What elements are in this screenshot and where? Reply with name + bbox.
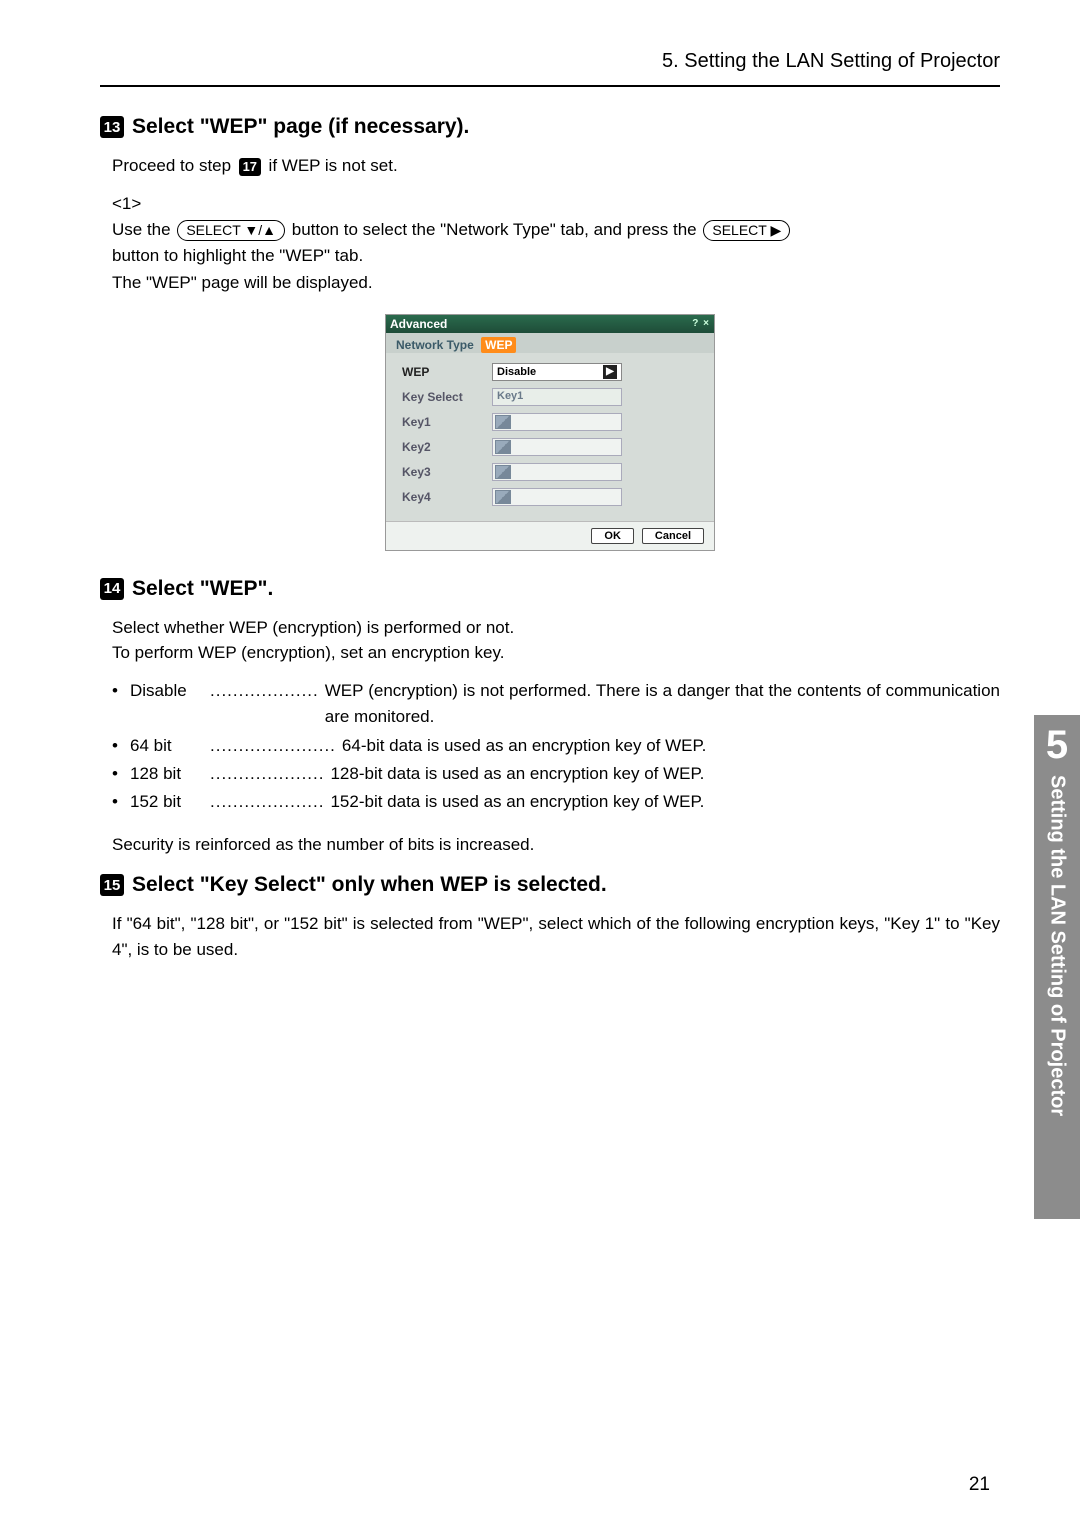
wep-combo[interactable]: Disable ▶ (492, 363, 622, 381)
dialog-window-buttons[interactable]: ? × (692, 318, 710, 329)
key-icon (495, 465, 511, 479)
wep-options-list: • Disable ................... WEP (encry… (112, 678, 1000, 816)
key2-label: Key2 (402, 440, 492, 454)
step-14-title: Select "WEP". (132, 577, 273, 601)
option-128bit: • 128 bit .................... 128-bit d… (112, 761, 1000, 787)
key-icon (495, 490, 511, 504)
combo-arrow-icon[interactable]: ▶ (603, 365, 617, 379)
option-152bit: • 152 bit .................... 152-bit d… (112, 789, 1000, 815)
step-15-title: Select "Key Select" only when WEP is sel… (132, 873, 607, 897)
keyselect-field[interactable]: Key1 (492, 388, 622, 406)
select-updown-button: SELECT ▼/▲ (177, 220, 285, 241)
key1-input[interactable] (492, 413, 622, 431)
key2-input[interactable] (492, 438, 622, 456)
key3-input[interactable] (492, 463, 622, 481)
step-14-badge: 14 (100, 578, 124, 600)
dialog-body: WEP Disable ▶ Key Select Key1 Key1 Key2 (386, 353, 714, 521)
step-15-heading: 15 Select "Key Select" only when WEP is … (100, 873, 1000, 897)
dialog-footer: OK Cancel (386, 521, 714, 550)
key-icon (495, 440, 511, 454)
page-header: 5. Setting the LAN Setting of Projector (100, 50, 1000, 87)
option-disable: • Disable ................... WEP (encry… (112, 678, 1000, 731)
step-15-badge: 15 (100, 874, 124, 896)
tab-network-type[interactable]: Network Type (392, 337, 478, 353)
chapter-title: Setting the LAN Setting of Projector (1046, 775, 1069, 1205)
key1-label: Key1 (402, 415, 492, 429)
tab-wep[interactable]: WEP (481, 337, 516, 353)
wep-label: WEP (402, 365, 492, 379)
key4-label: Key4 (402, 490, 492, 504)
select-right-button: SELECT ▶ (703, 220, 790, 241)
step-15-body: If "64 bit", "128 bit", or "152 bit" is … (112, 911, 1000, 962)
dialog-tabs: Network Type WEP (386, 333, 714, 353)
cancel-button[interactable]: Cancel (642, 528, 704, 544)
step-17-ref-badge: 17 (239, 158, 261, 176)
step-14-body: Select whether WEP (encryption) is perfo… (112, 615, 1000, 666)
dialog-titlebar: Advanced ? × (386, 315, 714, 333)
key-icon (495, 415, 511, 429)
ok-button[interactable]: OK (591, 528, 634, 544)
page-number: 21 (969, 1474, 990, 1496)
step-13-heading: 13 Select "WEP" page (if necessary). (100, 115, 1000, 139)
step-13-line1: Proceed to step 17 if WEP is not set. (112, 153, 1000, 179)
option-64bit: • 64 bit ...................... 64-bit d… (112, 733, 1000, 759)
key3-label: Key3 (402, 465, 492, 479)
step-13-badge: 13 (100, 116, 124, 138)
wep-dialog: Advanced ? × Network Type WEP WEP Disabl… (385, 314, 715, 551)
step-13-title: Select "WEP" page (if necessary). (132, 115, 469, 139)
chapter-number: 5 (1034, 725, 1080, 765)
step-13-sub: <1> Use the SELECT ▼/▲ button to select … (112, 191, 1000, 296)
key4-input[interactable] (492, 488, 622, 506)
keyselect-label: Key Select (402, 390, 492, 404)
step-14-footnote: Security is reinforced as the number of … (112, 832, 1000, 858)
dialog-title: Advanced (390, 317, 447, 331)
step-14-heading: 14 Select "WEP". (100, 577, 1000, 601)
chapter-side-tab: 5 Setting the LAN Setting of Projector (1034, 715, 1080, 1219)
